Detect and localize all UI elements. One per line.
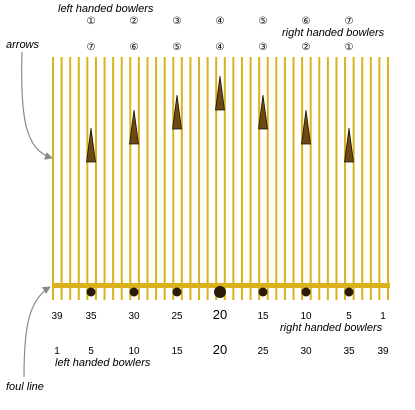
foul-line-dot (214, 286, 226, 298)
target-arrow (344, 127, 354, 163)
target-arrow (301, 109, 311, 145)
arrow-number: ① (87, 16, 96, 27)
arrow-number: ① (345, 42, 354, 53)
board-number: 5 (346, 311, 352, 322)
foul-line-pointer (23, 286, 51, 378)
arrow-number-row-right: ⑦ ⑥ ⑤ ④ ③ ② ① (87, 42, 354, 53)
arrows-pointer (21, 51, 53, 160)
arrow-number: ④ (216, 16, 225, 27)
board-number: 30 (300, 346, 312, 357)
board-number: 15 (171, 346, 183, 357)
foul-line-dot (129, 287, 139, 297)
board-number: 5 (88, 346, 94, 357)
board-number: 10 (128, 346, 140, 357)
foul-line (52, 283, 390, 288)
board-number: 35 (343, 346, 355, 357)
arrows-label: arrows (6, 39, 40, 51)
foul-line-dot (172, 287, 182, 297)
arrow-number: ③ (259, 42, 268, 53)
board-number: 39 (377, 346, 389, 357)
target-arrow (86, 127, 96, 163)
board-number: 20 (213, 307, 227, 322)
arrow-number: ⑦ (345, 16, 354, 27)
arrow-number: ② (302, 42, 311, 53)
target-arrow (172, 94, 182, 130)
arrow-number: ⑥ (302, 16, 311, 27)
arrow-number: ⑥ (130, 42, 139, 53)
foul-line-dot (258, 287, 268, 297)
board-number: 1 (54, 346, 60, 357)
left-handed-bottom-label: left handed bowlers (55, 357, 151, 369)
arrow-number: ② (130, 16, 139, 27)
foul-line-label: foul line (6, 381, 44, 393)
left-handed-top-label: left handed bowlers (58, 3, 154, 15)
board-number: 20 (213, 342, 227, 357)
arrow-number: ⑤ (173, 42, 182, 53)
foul-line-dots (86, 286, 354, 298)
arrow-number: ③ (173, 16, 182, 27)
foul-line-dot (86, 287, 96, 297)
board-numbers-left: 1 5 10 15 20 25 30 35 39 (54, 342, 389, 357)
board-number: 15 (257, 311, 269, 322)
target-arrows (86, 75, 354, 163)
right-handed-top-label: right handed bowlers (282, 27, 385, 39)
foul-line-dot (344, 287, 354, 297)
arrow-number: ④ (216, 42, 225, 53)
board-number: 39 (51, 311, 63, 322)
board-number: 25 (171, 311, 183, 322)
arrow-number: ⑤ (259, 16, 268, 27)
board-number: 30 (128, 311, 140, 322)
board-numbers-right: 39 35 30 25 20 15 10 5 1 (51, 307, 386, 322)
lane-boards (52, 57, 389, 300)
arrow-number-row-left: ① ② ③ ④ ⑤ ⑥ ⑦ (87, 16, 354, 27)
target-arrow (258, 94, 268, 130)
foul-line-dot (301, 287, 311, 297)
board-number: 25 (257, 346, 269, 357)
board-number: 10 (300, 311, 312, 322)
target-arrow (215, 75, 225, 111)
board-number: 1 (380, 311, 386, 322)
board-number: 35 (85, 311, 97, 322)
arrow-number: ⑦ (87, 42, 96, 53)
right-handed-bottom-label: right handed bowlers (280, 322, 383, 334)
target-arrow (129, 109, 139, 145)
